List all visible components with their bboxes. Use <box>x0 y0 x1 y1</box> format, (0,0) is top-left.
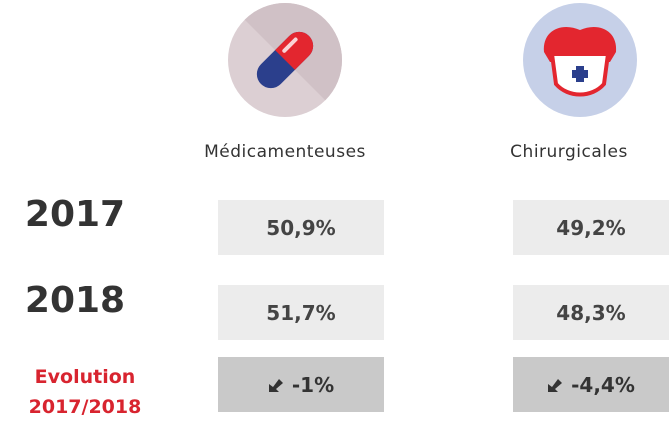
row-label: Evolution 2017/2018 <box>10 362 160 422</box>
row-label-line: Evolution <box>34 366 136 388</box>
column-label: Médicamenteuses <box>204 142 366 162</box>
down-arrow-icon <box>548 378 563 392</box>
value: 49,2% <box>556 215 626 240</box>
value: -1% <box>291 372 335 397</box>
pill-icon <box>228 3 342 117</box>
value-cell: 51,7% <box>218 285 384 340</box>
row-label-line: 2017/2018 <box>28 396 142 418</box>
row-label: 2018 <box>24 280 126 321</box>
value-cell: 49,2% <box>513 200 669 255</box>
column-label: Chirurgicales <box>510 142 628 162</box>
mask-icon <box>523 3 637 117</box>
value: -4,4% <box>571 372 635 397</box>
value-cell: 50,9% <box>218 200 384 255</box>
row-label: 2017 <box>24 194 126 235</box>
value: 50,9% <box>266 215 336 240</box>
value-cell: 48,3% <box>513 285 669 340</box>
down-arrow-icon <box>268 378 283 392</box>
value: 51,7% <box>266 300 336 325</box>
value-cell: -4,4% <box>513 357 669 412</box>
value: 48,3% <box>556 300 626 325</box>
value-cell: -1% <box>218 357 384 412</box>
